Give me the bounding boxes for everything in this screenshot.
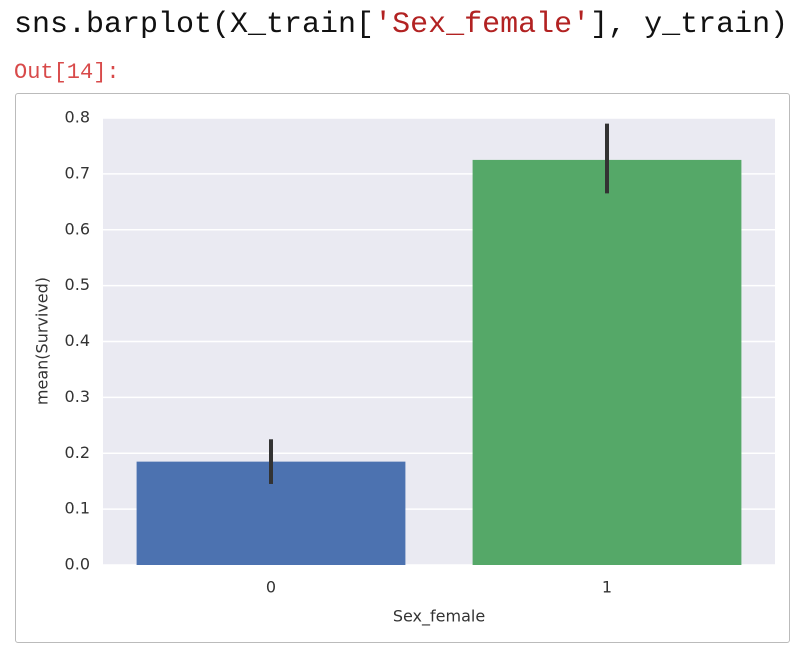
code-line: sns.barplot(X_train['Sex_female'], y_tra… bbox=[14, 8, 788, 42]
y-tick-label: 0.8 bbox=[65, 108, 90, 127]
code-text: ], y_train) bbox=[590, 8, 789, 42]
x-tick-label: 1 bbox=[602, 578, 612, 597]
x-axis-label: Sex_female bbox=[393, 607, 485, 627]
y-tick-label: 0.2 bbox=[65, 443, 90, 462]
y-tick-label: 0.6 bbox=[65, 219, 90, 238]
y-tick-label: 0.4 bbox=[65, 331, 90, 350]
code-string: 'Sex_female' bbox=[374, 8, 591, 42]
y-axis-label: mean(Survived) bbox=[33, 277, 52, 405]
y-tick-label: 0.3 bbox=[65, 387, 90, 406]
x-tick-label: 0 bbox=[266, 578, 276, 597]
y-tick-label: 0.5 bbox=[65, 275, 90, 294]
y-tick-label: 0.0 bbox=[65, 555, 90, 574]
y-tick-label: 0.7 bbox=[65, 163, 90, 182]
y-tick-label: 0.1 bbox=[65, 499, 90, 518]
output-prompt: Out[14]: bbox=[14, 60, 120, 85]
output-area bbox=[15, 93, 790, 643]
code-text: sns.barplot(X_train[ bbox=[14, 8, 375, 42]
bar bbox=[472, 159, 742, 565]
